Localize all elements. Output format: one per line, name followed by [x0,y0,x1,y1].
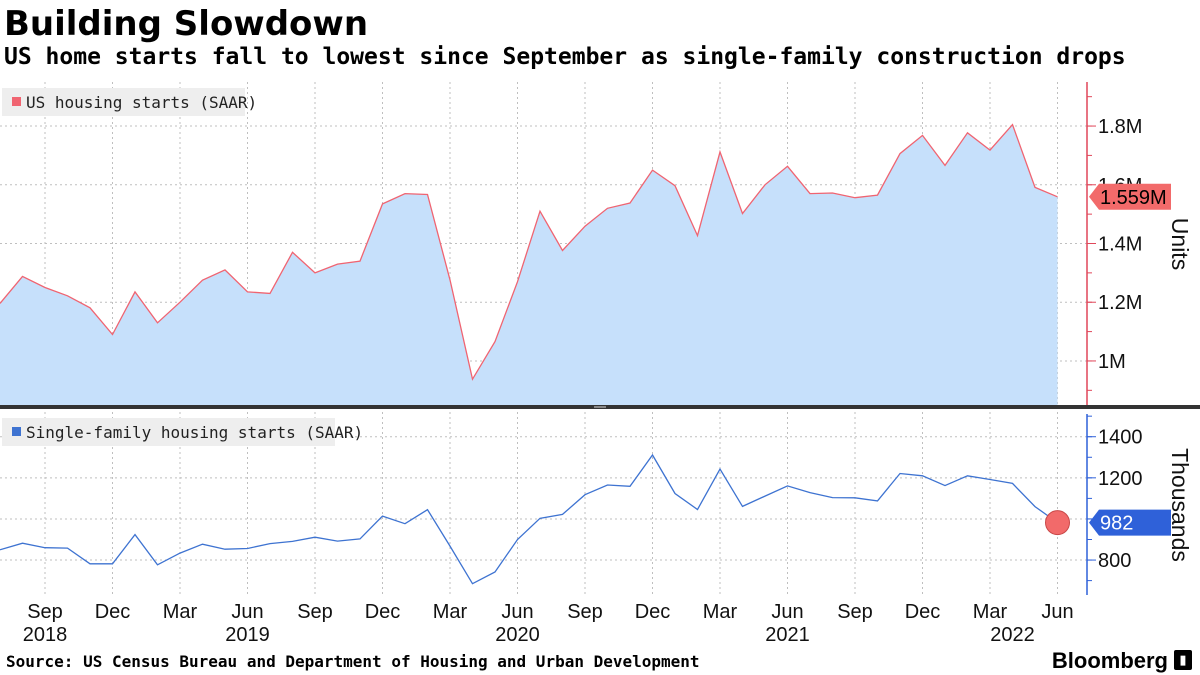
legend-housing-starts-bg [2,88,245,116]
x-tick-label-year: 2018 [23,624,68,646]
x-tick-label-year: 2020 [495,624,540,646]
x-tick-label-year: 2019 [225,624,270,646]
x-tick-label-month: Sep [837,601,873,623]
y-tick-label-top: 1M [1098,351,1126,373]
x-tick-label-month: Mar [163,601,198,623]
x-tick-label-month: Dec [365,601,401,623]
bloomberg-terminal-icon: ▮ [1174,650,1192,670]
y-tick-label-top: 1.4M [1098,234,1142,256]
last-point-dot [1045,510,1070,536]
x-tick-label-month: Sep [27,601,63,623]
legend-single-family-label: Single-family housing starts (SAAR) [26,423,363,442]
top-panel-housing-starts: US housing starts (SAAR) [0,88,1058,405]
legend-single-family-bg [2,418,335,446]
chart-subtitle: US home starts fall to lowest since Sept… [4,44,1126,70]
x-tick-label-month: Mar [973,601,1008,623]
x-tick-label-month: Mar [703,601,738,623]
x-tick-label-month: Jun [501,601,533,623]
y-tick-label-bottom: 1200 [1098,468,1143,490]
x-tick-label-month: Sep [567,601,603,623]
line-housing-starts [0,123,1058,381]
x-tick-label-month: Dec [635,601,671,623]
x-tick-label-year: 2021 [765,624,810,646]
y-axis-title-top: Units [1167,218,1193,270]
x-tick-label-month: Mar [433,601,468,623]
y-tick-label-bottom: 800 [1098,550,1131,572]
x-tick-label-month: Dec [95,601,131,623]
axes-layer: 1.8M1.6M1.4M1.2M1M1400120010008001.559M9… [0,82,1200,595]
y-tick-label-top: 1.8M [1098,116,1142,138]
bottom-panel-single-family: Single-family housing starts (SAAR) [0,418,1070,585]
legend-housing-starts-label: US housing starts (SAAR) [26,93,257,112]
brand-logo: Bloomberg [1051,648,1168,673]
x-axis: Sep Dec Mar Jun Sep Dec Mar Jun Sep Dec Mar Jun Sep D… [23,601,1074,646]
x-tick-label-month: Jun [1041,601,1073,623]
chart-title: Building Slowdown [4,4,369,44]
last-value-bottom-label: 982 [1100,513,1133,535]
source-note: Source: US Census Bureau and Department … [6,652,700,671]
x-tick-label-month: Dec [905,601,941,623]
last-value-top-label: 1.559M [1100,187,1167,209]
y-tick-label-top: 1.2M [1098,292,1142,314]
divider-handle [594,406,606,408]
x-tick-label-month: Sep [297,601,333,623]
line-single-family [0,453,1058,585]
area-fill-housing-starts [0,124,1058,405]
y-tick-label-bottom: 1400 [1098,427,1143,449]
x-tick-label-month: Jun [771,601,803,623]
legend-housing-starts-marker [12,97,21,106]
last-value-bottom-bg [1089,509,1171,536]
last-value-top-bg [1089,183,1171,210]
x-tick-label-year: 2022 [990,624,1035,646]
x-tick-label-month: Jun [231,601,263,623]
y-axis-title-bottom: Thousands [1167,448,1193,562]
legend-single-family-marker [12,427,21,436]
